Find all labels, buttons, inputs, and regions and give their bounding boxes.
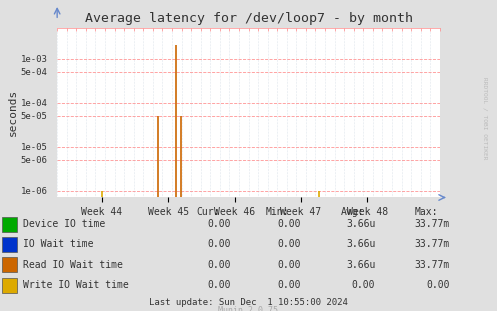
Text: 33.77m: 33.77m	[414, 219, 450, 229]
Text: 0.00: 0.00	[208, 280, 231, 290]
Y-axis label: seconds: seconds	[8, 89, 18, 136]
Bar	[2, 237, 17, 252]
Text: Avg:: Avg:	[340, 207, 364, 217]
Text: Write IO Wait time: Write IO Wait time	[23, 280, 129, 290]
Text: 0.00: 0.00	[277, 280, 301, 290]
Text: 3.66u: 3.66u	[346, 239, 375, 249]
Text: Device IO time: Device IO time	[23, 219, 105, 229]
Text: Max:: Max:	[415, 207, 438, 217]
Text: 0.00: 0.00	[277, 260, 301, 270]
Text: Last update: Sun Dec  1 10:55:00 2024: Last update: Sun Dec 1 10:55:00 2024	[149, 298, 348, 307]
Bar	[2, 278, 17, 293]
Bar	[2, 216, 17, 232]
Text: 0.00: 0.00	[352, 280, 375, 290]
Bar	[2, 258, 17, 272]
Text: 0.00: 0.00	[426, 280, 450, 290]
Text: 33.77m: 33.77m	[414, 260, 450, 270]
Text: IO Wait time: IO Wait time	[23, 239, 94, 249]
Text: 0.00: 0.00	[277, 219, 301, 229]
Text: Min:: Min:	[266, 207, 289, 217]
Text: 0.00: 0.00	[208, 239, 231, 249]
Title: Average latency for /dev/loop7 - by month: Average latency for /dev/loop7 - by mont…	[84, 12, 413, 26]
Text: Read IO Wait time: Read IO Wait time	[23, 260, 123, 270]
Text: 0.00: 0.00	[208, 260, 231, 270]
Text: 3.66u: 3.66u	[346, 219, 375, 229]
Text: 0.00: 0.00	[208, 219, 231, 229]
Text: 3.66u: 3.66u	[346, 260, 375, 270]
Text: 33.77m: 33.77m	[414, 239, 450, 249]
Text: Munin 2.0.75: Munin 2.0.75	[219, 306, 278, 311]
Text: Cur:: Cur:	[196, 207, 220, 217]
Text: 0.00: 0.00	[277, 239, 301, 249]
Text: RRDTOOL / TOBI OETIKER: RRDTOOL / TOBI OETIKER	[482, 77, 487, 160]
